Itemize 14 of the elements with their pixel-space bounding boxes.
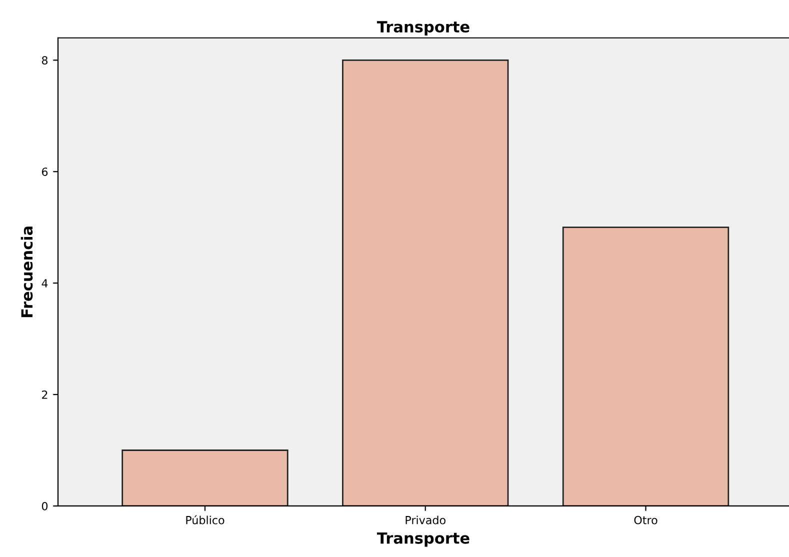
y-tick-label: 8 bbox=[42, 56, 48, 65]
bar bbox=[122, 450, 288, 506]
x-tick-label: Público bbox=[186, 515, 224, 524]
y-tick-label: 4 bbox=[42, 279, 48, 288]
y-tick-label: 0 bbox=[42, 502, 48, 510]
bar bbox=[342, 59, 509, 506]
bar bbox=[562, 226, 730, 506]
x-axis-title: Transporte bbox=[376, 532, 470, 547]
x-tick-label: Otro bbox=[634, 516, 658, 524]
x-tick-label: Privado bbox=[406, 516, 446, 524]
y-axis-title: Frecuencia bbox=[20, 226, 33, 318]
chart-title: Transporte bbox=[376, 21, 470, 36]
y-tick-label: 6 bbox=[42, 168, 48, 176]
y-tick-label: 2 bbox=[42, 390, 48, 399]
